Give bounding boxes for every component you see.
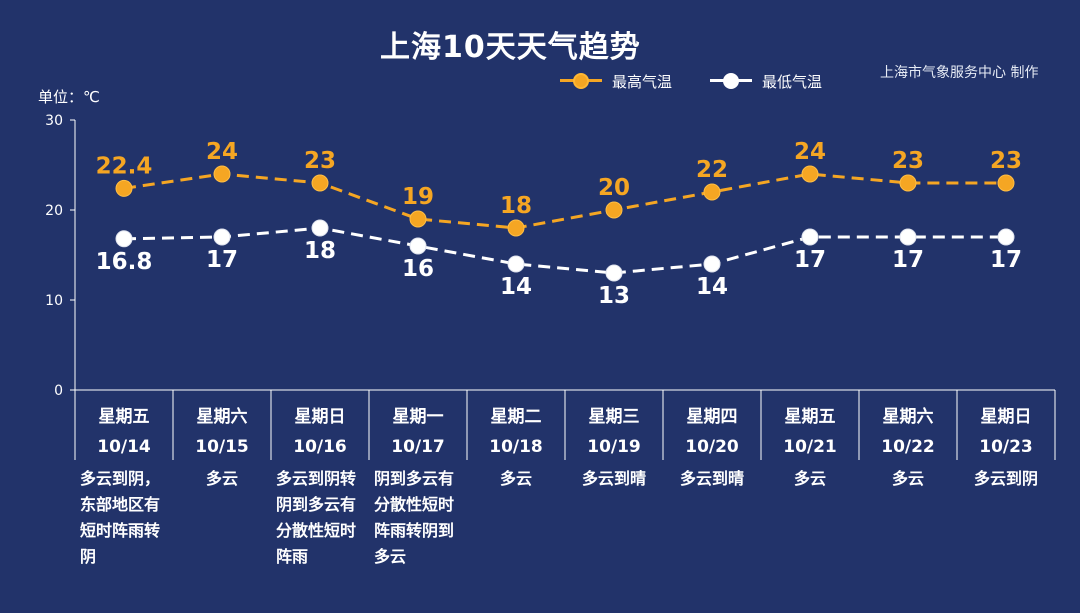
series-high-label-5: 18: [500, 193, 532, 219]
weekday-label-4: 星期一: [393, 407, 444, 427]
y-tick-label-2: 20: [45, 203, 63, 219]
series-low-label-6: 13: [598, 283, 630, 309]
legend-low-marker: [710, 70, 752, 92]
series-high-label-4: 19: [402, 184, 434, 210]
weekday-label-7: 星期四: [687, 407, 738, 427]
weather-desc-1: 多云到阴， 东部地区有 短时阵雨转 阴: [80, 469, 161, 566]
series-low-point-1: [115, 230, 133, 248]
weather-desc-7: 多云到晴: [679, 469, 744, 488]
series-low-label-3: 18: [304, 238, 336, 264]
weather-desc-4: 阴到多云有 分散性短时 阵雨转阴到 多云: [374, 469, 455, 566]
series-low-label-7: 14: [696, 274, 728, 300]
legend-high-marker: [560, 70, 602, 92]
legend-low-label: 最低气温: [762, 72, 823, 91]
weather-desc-8: 多云: [793, 469, 826, 488]
weekday-label-10: 星期日: [981, 407, 1032, 427]
y-tick-label-1: 10: [45, 293, 63, 309]
series-high-point-8: [801, 165, 819, 183]
series-low-point-6: [605, 264, 623, 282]
unit-label: 单位：℃: [38, 88, 100, 106]
weather-desc-3: 多云到阴转 阴到多云有 分散性短时 阵雨: [276, 469, 357, 566]
y-tick-label-3: 30: [45, 113, 63, 129]
series-low-point-7: [703, 255, 721, 273]
date-label-7: 10/20: [685, 437, 739, 457]
weather-desc-9: 多云: [891, 469, 924, 488]
series-high-label-8: 24: [794, 139, 826, 165]
series-high-label-9: 23: [892, 148, 924, 174]
y-tick-label-0: 0: [54, 383, 63, 399]
date-label-5: 10/18: [489, 437, 543, 457]
weekday-label-5: 星期二: [491, 407, 542, 427]
series-high-line: [123, 172, 1006, 230]
series-high-label-10: 23: [990, 148, 1022, 174]
series-low-point-9: [899, 228, 917, 246]
date-label-9: 10/22: [881, 437, 935, 457]
date-label-6: 10/19: [587, 437, 641, 457]
legend-high-label: 最高气温: [612, 72, 673, 91]
series-low-label-8: 17: [794, 247, 826, 273]
weekday-label-8: 星期五: [785, 407, 836, 427]
weekday-label-6: 星期三: [589, 407, 640, 427]
legend-item-high: 最高气温: [560, 70, 672, 92]
series-low-line: [123, 226, 1006, 275]
series-high-point-10: [997, 174, 1015, 192]
weather-desc-5: 多云: [499, 469, 532, 488]
series-low-label-9: 17: [892, 247, 924, 273]
series-high-label-3: 23: [304, 148, 336, 174]
date-label-1: 10/14: [97, 437, 151, 457]
series-high-point-5: [507, 219, 525, 237]
series-high-point-3: [311, 174, 329, 192]
series-high-point-6: [605, 201, 623, 219]
weather-desc-10: 多云到阴: [973, 469, 1038, 488]
date-label-10: 10/23: [979, 437, 1033, 457]
series-high-point-4: [409, 210, 427, 228]
weather-desc-2: 多云: [205, 469, 238, 488]
series-low-label-5: 14: [500, 274, 532, 300]
series-high-point-7: [703, 183, 721, 201]
series-high-label-2: 24: [206, 139, 238, 165]
series-low-label-4: 16: [402, 256, 434, 282]
series-high-label-6: 20: [598, 175, 630, 201]
series-low-point-2: [213, 228, 231, 246]
series-low-point-4: [409, 237, 427, 255]
weather-desc-6: 多云到晴: [581, 469, 646, 488]
date-label-8: 10/21: [783, 437, 837, 457]
series-high-point-9: [899, 174, 917, 192]
chart-title: 上海10天天气趋势: [380, 30, 641, 65]
weekday-label-9: 星期六: [883, 406, 934, 427]
series-high-point-1: [115, 179, 133, 197]
series-low-label-1: 16.8: [96, 249, 153, 275]
weekday-label-2: 星期六: [197, 406, 248, 427]
series-low-point-8: [801, 228, 819, 246]
series-high-label-7: 22: [696, 157, 728, 183]
series-high-label-1: 22.4: [96, 153, 153, 179]
date-label-4: 10/17: [391, 437, 445, 457]
series-low-point-3: [311, 219, 329, 237]
date-label-2: 10/15: [195, 437, 249, 457]
weekday-label-3: 星期日: [295, 407, 346, 427]
weekday-label-1: 星期五: [99, 407, 150, 427]
series-high-point-2: [213, 165, 231, 183]
credit-text: 上海市气象服务中心 制作: [880, 65, 1039, 81]
series-low-point-10: [997, 228, 1015, 246]
series-low-label-10: 17: [990, 247, 1022, 273]
series-low-label-2: 17: [206, 247, 238, 273]
legend-item-low: 最低气温: [710, 70, 822, 92]
series-low-point-5: [507, 255, 525, 273]
date-label-3: 10/16: [293, 437, 347, 457]
